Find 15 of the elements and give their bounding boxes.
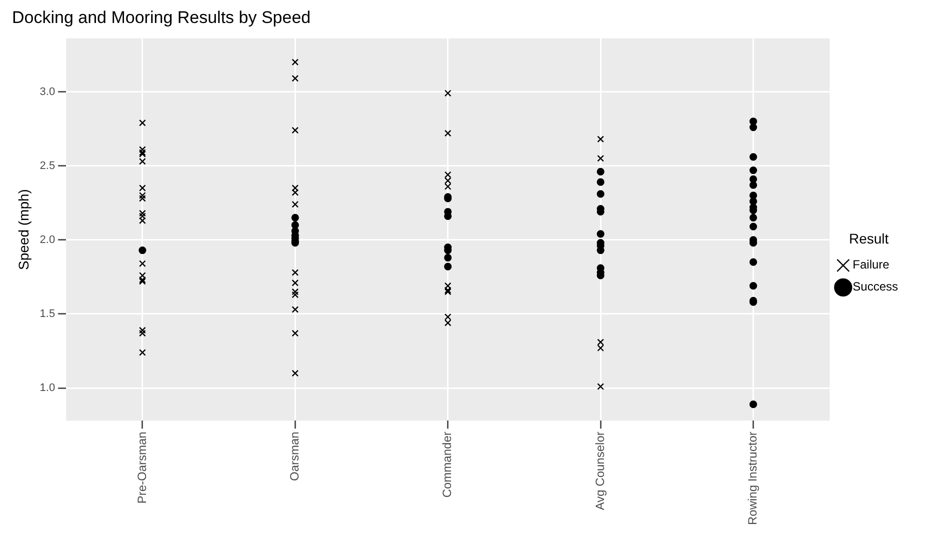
y-tick-label: 2.0 [40, 234, 56, 246]
x-tick-label: Oarsman [287, 432, 302, 481]
chart-title: Docking and Mooring Results by Speed [12, 8, 311, 27]
y-axis-title: Speed (mph) [15, 189, 32, 270]
y-tick-label: 2.5 [40, 160, 56, 172]
x-tick-label: Pre-Oarsman [134, 432, 149, 504]
legend-label: Failure [852, 258, 890, 272]
y-tick-label: 3.0 [40, 86, 56, 98]
x-tick-label: Avg Counselor [592, 432, 607, 510]
legend-label: Success [852, 280, 898, 294]
y-tick-label: 1.0 [40, 382, 56, 394]
legend-title: Result [848, 230, 889, 246]
x-tick-label: Commander [440, 432, 454, 498]
y-tick-label: 1.5 [40, 308, 56, 320]
x-tick-label: Rowing Instructor [746, 432, 760, 526]
